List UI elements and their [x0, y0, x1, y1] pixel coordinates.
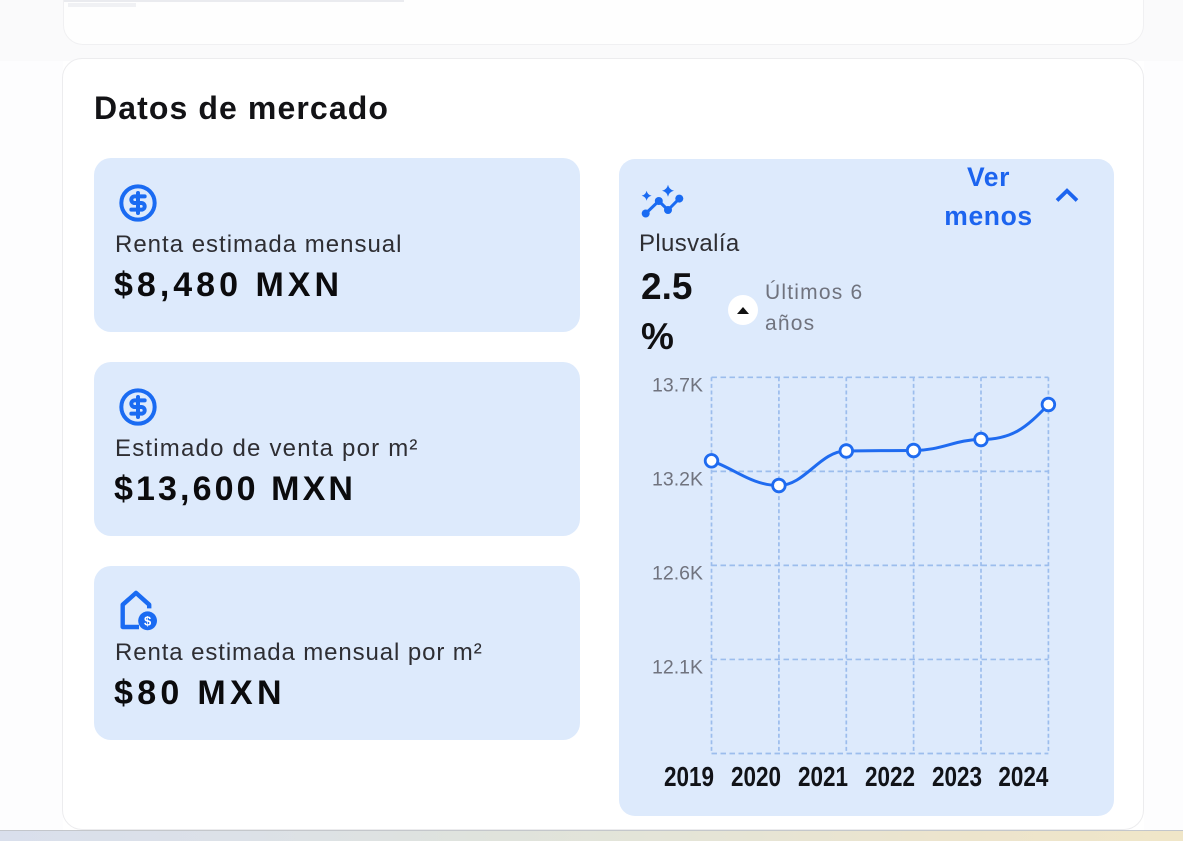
svg-text:2024: 2024 — [998, 761, 1048, 792]
svg-text:2023: 2023 — [932, 761, 982, 792]
svg-text:$: $ — [144, 613, 152, 628]
svg-text:12.6K: 12.6K — [652, 563, 703, 585]
svg-text:13.7K: 13.7K — [652, 375, 703, 397]
svg-text:2021: 2021 — [798, 761, 848, 792]
svg-text:2019: 2019 — [664, 761, 714, 792]
svg-text:2020: 2020 — [731, 761, 781, 792]
svg-text:2022: 2022 — [865, 761, 915, 792]
svg-text:12.1K: 12.1K — [652, 657, 703, 679]
svg-text:13.2K: 13.2K — [652, 469, 703, 491]
